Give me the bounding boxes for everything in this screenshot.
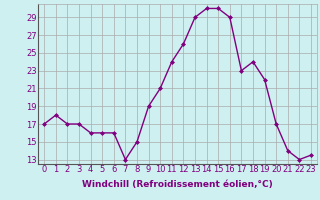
X-axis label: Windchill (Refroidissement éolien,°C): Windchill (Refroidissement éolien,°C) [82, 180, 273, 189]
